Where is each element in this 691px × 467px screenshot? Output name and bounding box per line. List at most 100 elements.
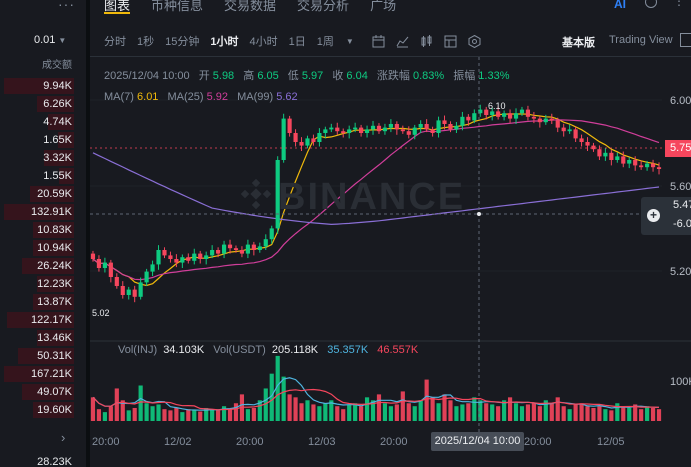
price-axis-label: 5.20 (670, 266, 691, 278)
tab-trading-analysis[interactable]: 交易分析 (297, 0, 350, 13)
candle-body (275, 160, 280, 229)
interval-time[interactable]: 分时 (104, 36, 126, 48)
candle-body (430, 129, 435, 133)
settings-icon[interactable] (468, 34, 481, 48)
orderbook-row[interactable]: 9.94K (0, 78, 86, 94)
orderbook-row[interactable]: 12.23K (0, 276, 86, 292)
candle-body (502, 113, 507, 117)
chevron-right-icon[interactable]: › (61, 430, 66, 445)
orderbook-panel: ··· 0.01 ▼ 成交额 9.94K 6.26K 4.74K 1.65K 3.32K 1… (0, 0, 86, 467)
interval-1h[interactable]: 1小时 (210, 36, 239, 48)
orderbook-row[interactable]: 122.17K (0, 312, 86, 328)
candle-body (227, 244, 233, 249)
volume-bar (156, 404, 161, 421)
candle-body (335, 127, 340, 132)
volume-bar (394, 404, 399, 421)
interval-4h[interactable]: 4小时 (249, 36, 278, 48)
candle-body (609, 152, 614, 160)
candle-body (210, 250, 215, 256)
orderbook-row[interactable]: 26.24K (0, 258, 86, 274)
tab-chart[interactable]: 图表 (104, 0, 131, 13)
view-tradingview-button[interactable]: Trading View (609, 34, 673, 46)
crosshair-price-box[interactable]: + 5.47 -6.0 (641, 197, 691, 235)
orderbook-row[interactable]: 167.21K (0, 366, 86, 382)
orderbook-row[interactable]: 4.74K (0, 114, 86, 130)
interval-1d[interactable]: 1日 (288, 36, 306, 48)
tab-square[interactable]: 广场 (370, 0, 397, 13)
candle-body (460, 116, 465, 126)
view-basic-button[interactable]: 基本版 (562, 37, 595, 49)
precision-select[interactable]: 0.01 ▼ (34, 34, 66, 46)
volume-bar (412, 406, 417, 421)
ai-icon[interactable]: AI (614, 0, 626, 11)
calendar-icon[interactable] (372, 34, 385, 48)
orderbook-row[interactable]: 49.07K (0, 384, 86, 400)
orderbook-row[interactable]: 13.46K (0, 330, 86, 346)
orderbook-row[interactable]: 3.32K (0, 150, 86, 166)
interval-1w[interactable]: 1周 (316, 36, 334, 48)
orderbook-row[interactable]: 19.60K (0, 402, 86, 418)
volume-bar (490, 404, 495, 421)
depth-bar (59, 168, 74, 184)
volume-bar (138, 385, 143, 421)
tab-coin-info[interactable]: 币种信息 (151, 0, 204, 13)
volume-bar (245, 409, 250, 421)
volume-bar (650, 407, 656, 421)
candle-body (448, 124, 453, 130)
close-value: 6.04 (346, 70, 368, 82)
expand-icon[interactable] (680, 33, 691, 47)
volume-bar (567, 409, 572, 421)
volume-bar (615, 403, 620, 421)
volume-bar (531, 403, 536, 421)
interval-1s[interactable]: 1秒 (137, 36, 155, 48)
orderbook-value: 19.60K (37, 404, 72, 416)
volume-axis-label: 100K (670, 376, 691, 388)
more-icon[interactable]: ⋮ (673, 0, 685, 8)
orderbook-row[interactable]: 10.83K (0, 222, 86, 238)
orderbook-value: 49.07K (37, 386, 72, 398)
orderbook-row[interactable]: 6.26K (0, 96, 86, 112)
panel-divider (86, 0, 90, 467)
time-label: 12/02 (164, 436, 192, 448)
orderbook-row[interactable]: 13.87K (0, 294, 86, 310)
orderbook-row[interactable]: 1.55K (0, 168, 86, 184)
orderbook-value: 26.24K (37, 260, 72, 272)
orderbook-row[interactable]: 50.31K (0, 348, 86, 364)
volume-bar (376, 394, 382, 421)
candlestick-chart[interactable] (90, 57, 691, 467)
candle-body (156, 250, 161, 265)
volume-bar (359, 406, 364, 421)
add-alert-icon[interactable]: + (647, 209, 660, 222)
interval-dropdown-icon[interactable]: ▼ (345, 36, 354, 46)
candle-body (496, 111, 501, 117)
volume-bar (210, 409, 215, 421)
volume-bar (424, 379, 429, 421)
volume-bar (353, 403, 358, 421)
depth-bar (58, 132, 74, 148)
orderbook-row[interactable]: 1.65K (0, 132, 86, 148)
more-icon[interactable]: ··· (58, 0, 75, 12)
orderbook-row[interactable]: 10.94K (0, 240, 86, 256)
candle-body (537, 118, 542, 123)
watermark: BINANCE (278, 176, 466, 218)
candle-body (561, 127, 566, 132)
orderbook-last-value: 28.23K (37, 456, 72, 467)
indicator-icon[interactable] (396, 35, 409, 48)
orderbook-row[interactable]: 132.91K (0, 204, 86, 220)
candle-body (639, 165, 644, 168)
help-icon[interactable] (645, 0, 657, 8)
candle-type-icon[interactable] (420, 34, 433, 48)
candle-body (412, 127, 417, 135)
volume-bar (275, 355, 280, 421)
volume-bar (645, 406, 650, 421)
template-icon[interactable] (444, 35, 457, 48)
interval-15m[interactable]: 15分钟 (165, 36, 200, 48)
volume-bar (198, 411, 203, 421)
depth-bar (33, 402, 74, 418)
high-value: 6.05 (257, 70, 279, 82)
candle-body (126, 289, 131, 295)
chart-toolbar: 分时 1秒 15分钟 1小时 4小时 1日 1周 ▼ (104, 32, 492, 50)
tab-trading-data[interactable]: 交易数据 (224, 0, 277, 13)
orderbook-row[interactable]: 20.59K (0, 186, 86, 202)
candle-body (490, 111, 495, 115)
